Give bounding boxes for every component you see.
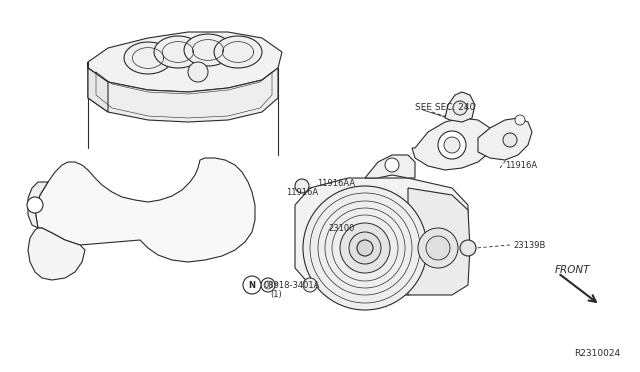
Text: R2310024: R2310024 bbox=[574, 349, 620, 358]
Circle shape bbox=[303, 186, 427, 310]
Circle shape bbox=[303, 278, 317, 292]
Text: 11916A: 11916A bbox=[505, 160, 537, 170]
Circle shape bbox=[295, 179, 309, 193]
Text: 11916A: 11916A bbox=[286, 187, 318, 196]
Circle shape bbox=[418, 228, 458, 268]
Circle shape bbox=[460, 240, 476, 256]
Polygon shape bbox=[35, 158, 255, 262]
Polygon shape bbox=[28, 182, 48, 228]
Circle shape bbox=[444, 137, 460, 153]
Polygon shape bbox=[295, 178, 468, 295]
Circle shape bbox=[453, 101, 467, 115]
Polygon shape bbox=[154, 36, 202, 68]
Polygon shape bbox=[88, 68, 278, 122]
Circle shape bbox=[340, 223, 390, 273]
Polygon shape bbox=[124, 42, 172, 74]
Polygon shape bbox=[88, 32, 282, 92]
Text: (1): (1) bbox=[270, 291, 282, 299]
Circle shape bbox=[264, 281, 272, 289]
Circle shape bbox=[188, 62, 208, 82]
Polygon shape bbox=[365, 155, 415, 178]
Circle shape bbox=[357, 240, 373, 256]
Circle shape bbox=[349, 232, 381, 264]
Text: 11916AA: 11916AA bbox=[317, 179, 355, 187]
Circle shape bbox=[503, 133, 517, 147]
Text: 23139B: 23139B bbox=[513, 241, 545, 250]
Polygon shape bbox=[445, 92, 475, 122]
Circle shape bbox=[261, 278, 275, 292]
Polygon shape bbox=[478, 118, 532, 160]
Text: N: N bbox=[248, 280, 255, 289]
Circle shape bbox=[438, 131, 466, 159]
Polygon shape bbox=[412, 118, 495, 170]
Polygon shape bbox=[408, 188, 470, 295]
Text: 08918-3401A: 08918-3401A bbox=[263, 280, 319, 289]
Circle shape bbox=[515, 115, 525, 125]
Text: 23100: 23100 bbox=[328, 224, 355, 232]
Circle shape bbox=[426, 236, 450, 260]
Circle shape bbox=[243, 276, 261, 294]
Polygon shape bbox=[214, 36, 262, 68]
Circle shape bbox=[385, 158, 399, 172]
Polygon shape bbox=[28, 228, 85, 280]
Text: FRONT: FRONT bbox=[555, 265, 591, 275]
Text: SEE SEC. 240: SEE SEC. 240 bbox=[415, 103, 476, 112]
Polygon shape bbox=[88, 62, 108, 112]
Polygon shape bbox=[184, 34, 232, 66]
Circle shape bbox=[27, 197, 43, 213]
